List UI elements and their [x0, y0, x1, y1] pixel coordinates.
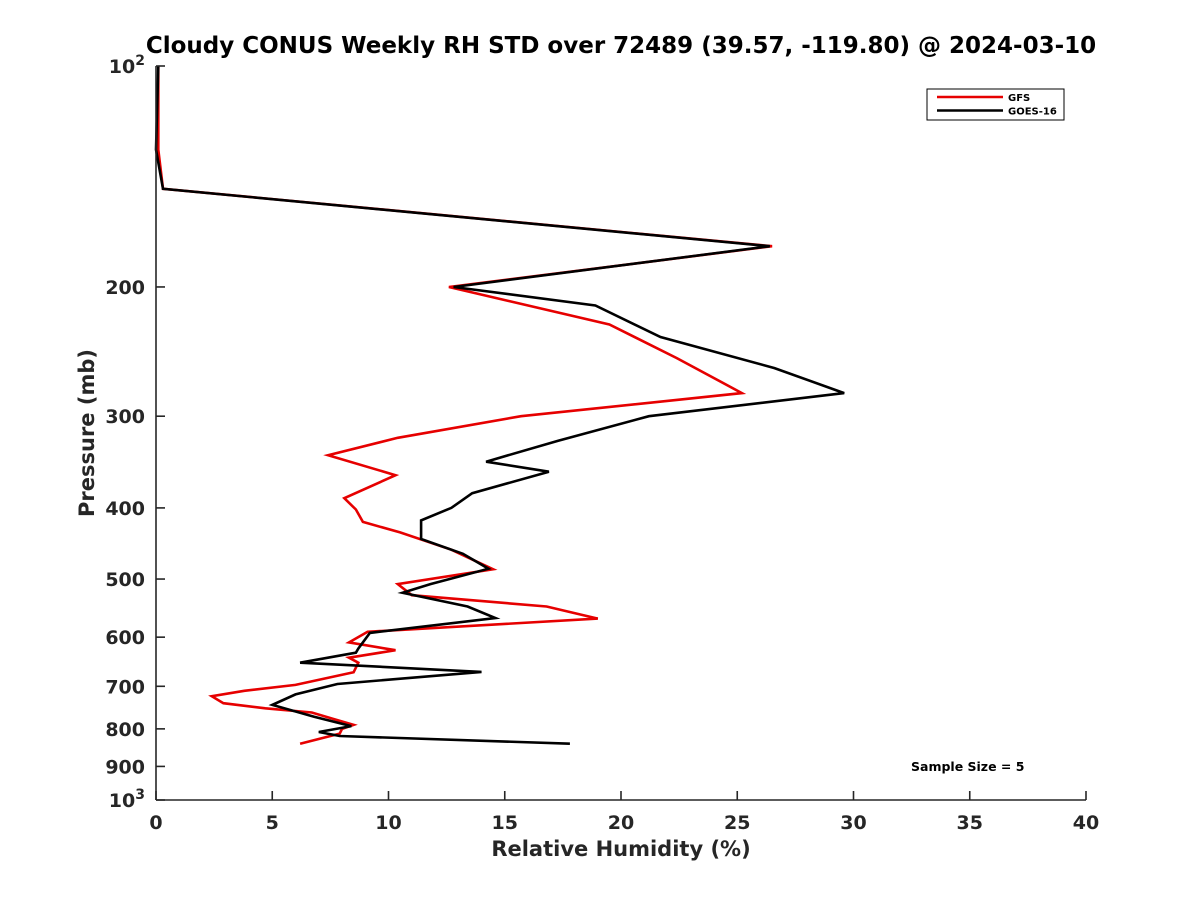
y-tick-label: 600: [105, 627, 145, 649]
x-tick-label: 15: [492, 812, 518, 834]
x-tick-label: 5: [266, 812, 279, 834]
y-tick-layer: 102 200 300 400 500 600 700 800 900 103: [105, 53, 165, 812]
y-tick-label: 300: [105, 406, 145, 428]
y-tick-label: 103: [109, 787, 145, 812]
x-tick-label: 10: [375, 812, 401, 834]
legend-label-gfs: GFS: [1008, 93, 1030, 104]
series-layer: [154, 65, 845, 745]
y-tick-label: 200: [105, 277, 145, 299]
x-tick-label: 20: [608, 812, 634, 834]
y-tick-label: 400: [105, 498, 145, 520]
legend: GFS GOES-16: [926, 88, 1065, 121]
series-line-goes-16: [154, 65, 845, 745]
x-axis-label: Relative Humidity (%): [491, 837, 750, 861]
legend-label-goes16: GOES-16: [1008, 107, 1057, 118]
y-tick-label: 700: [105, 676, 145, 698]
y-tick-label: 102: [109, 53, 145, 78]
y-tick-label: 800: [105, 719, 145, 741]
legend-box: [926, 88, 1065, 121]
x-tick-label: 40: [1073, 812, 1099, 834]
y-axis-label: Pressure (mb): [75, 349, 99, 517]
y-tick-label: 500: [105, 569, 145, 591]
x-tick-label: 25: [724, 812, 750, 834]
sample-size-annotation: Sample Size = 5: [911, 759, 1024, 774]
chart-title: Cloudy CONUS Weekly RH STD over 72489 (3…: [146, 33, 1096, 59]
x-tick-label: 30: [840, 812, 866, 834]
y-tick-label: 900: [105, 756, 145, 778]
x-tick-label: 35: [957, 812, 983, 834]
x-tick-layer: 0 5 10 15 20 25 30 35 40: [149, 791, 1099, 834]
x-tick-label: 0: [149, 812, 162, 834]
